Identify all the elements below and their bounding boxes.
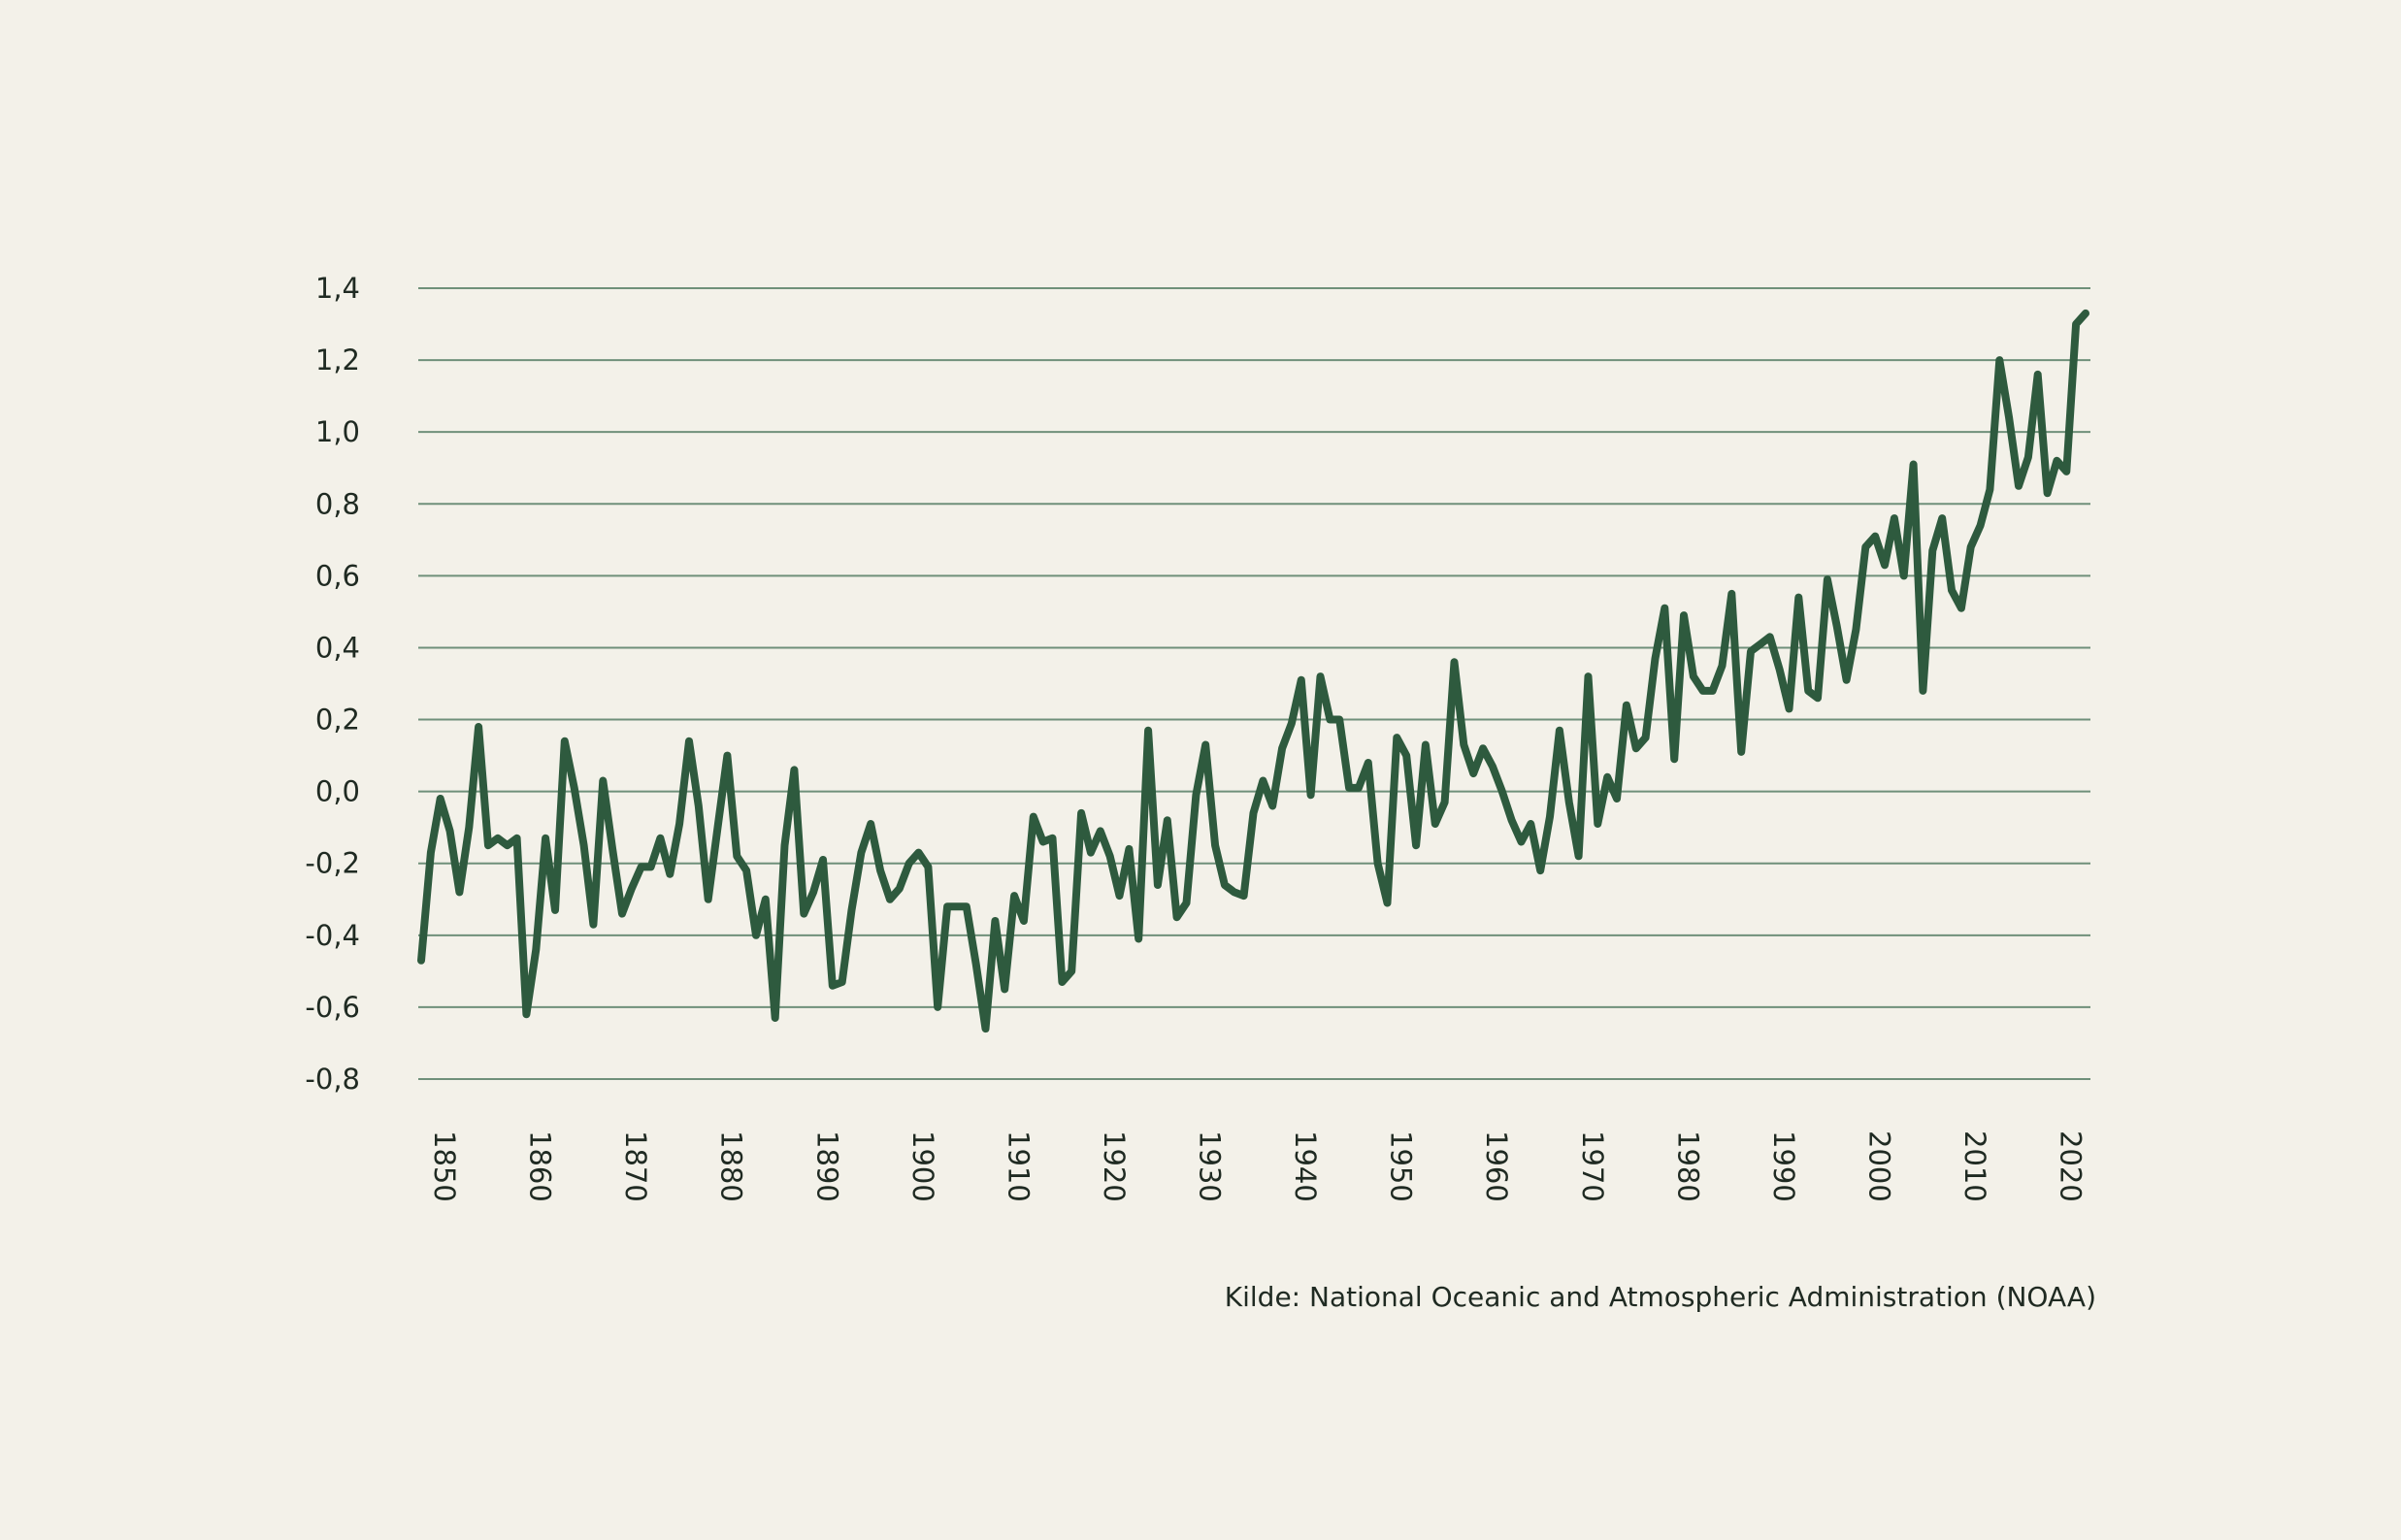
x-tick-label: 1950 xyxy=(1385,1130,1418,1202)
x-tick-label: 1900 xyxy=(906,1130,939,1202)
y-tick-label: 1,0 xyxy=(315,415,360,448)
x-axis-tick-labels: 1850 1860 1870 1880 1890 1900 1910 1920 1930 1940… xyxy=(428,1130,2088,1202)
x-tick-label: 1970 xyxy=(1576,1130,1609,1202)
x-tick-label: 2010 xyxy=(1958,1130,1991,1202)
y-tick-label: -0,4 xyxy=(305,919,360,952)
y-tick-label: 0,0 xyxy=(315,775,360,808)
y-tick-label: 1,4 xyxy=(315,272,360,305)
y-tick-label: 0,6 xyxy=(315,559,360,592)
x-tick-label: 1850 xyxy=(428,1130,461,1202)
x-tick-label: 1860 xyxy=(524,1130,557,1202)
series-line xyxy=(417,309,2089,1033)
x-tick-label: 1990 xyxy=(1767,1130,1800,1202)
y-tick-label: -0,2 xyxy=(305,847,360,880)
y-tick-label: 0,2 xyxy=(315,704,360,737)
x-tick-label: 1960 xyxy=(1480,1130,1513,1202)
x-tick-label: 1880 xyxy=(715,1130,748,1202)
y-tick-label: 1,2 xyxy=(315,344,360,377)
source-note: Kilde: National Oceanic and Atmospheric … xyxy=(1224,1281,2096,1313)
y-tick-label: -0,8 xyxy=(305,1063,360,1096)
x-tick-label: 2020 xyxy=(2055,1130,2088,1202)
y-tick-label: -0,6 xyxy=(305,991,360,1024)
x-tick-label: 1890 xyxy=(810,1130,843,1202)
gridlines xyxy=(418,287,2090,1080)
x-tick-label: 2000 xyxy=(1862,1130,1895,1202)
y-tick-label: 0,8 xyxy=(315,487,360,520)
temperature-series xyxy=(417,309,2089,1033)
x-tick-label: 1870 xyxy=(619,1130,652,1202)
x-tick-label: 1980 xyxy=(1671,1130,1704,1202)
x-tick-label: 1910 xyxy=(1002,1130,1035,1202)
x-tick-label: 1940 xyxy=(1289,1130,1322,1202)
y-axis-tick-labels: 1,4 1,2 1,0 0,8 0,6 0,4 0,2 0,0 -0,2 -0,4 -0,6 -0,8 xyxy=(305,272,360,1096)
x-tick-label: 1930 xyxy=(1194,1130,1227,1202)
x-tick-label: 1920 xyxy=(1098,1130,1131,1202)
y-tick-label: 0,4 xyxy=(315,631,360,664)
